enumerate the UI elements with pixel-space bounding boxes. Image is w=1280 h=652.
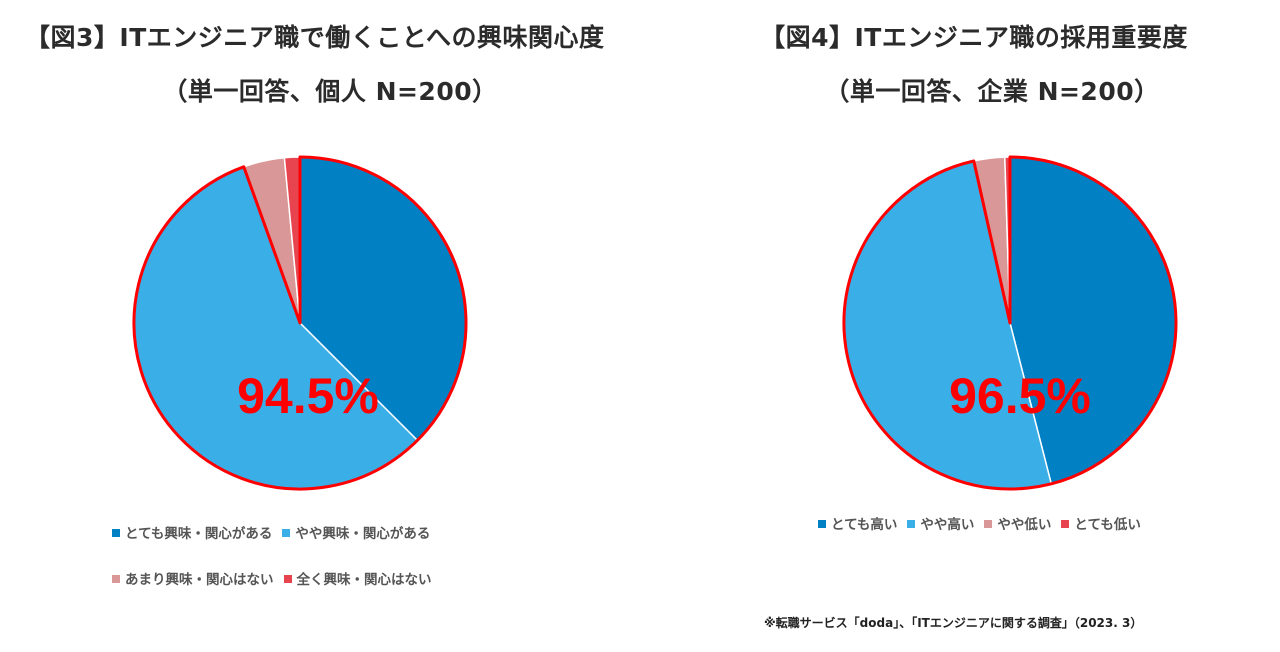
highlight-outline	[132, 155, 468, 491]
legend-item: やや高い	[907, 513, 974, 533]
chart-subtitle: （単一回答、個人 N=200）	[162, 77, 498, 106]
legend-label: 全く興味・関心はない	[296, 572, 432, 588]
legend-swatch	[283, 575, 292, 583]
chart-legend: とても興味・関心がある やや興味・関心があるあまり興味・関心はない 全く興味・関心は…	[112, 511, 512, 603]
pie-annotation: 96.5%	[949, 368, 1091, 424]
chart-subtitle: （単一回答、企業 N=200）	[824, 77, 1160, 106]
legend-label: やや興味・関心がある	[295, 526, 431, 542]
chart-legend: とても高い やや高い やや低い とても低い	[818, 513, 1151, 533]
legend-item: とても低い	[1061, 513, 1141, 533]
legend-label: やや高い	[920, 517, 975, 533]
legend-item: とても高い	[818, 513, 897, 533]
legend-label: とても低い	[1074, 517, 1141, 533]
chart-title: 【図3】ITエンジニア職で働くことへの興味関心度	[25, 23, 605, 52]
pie-chart: 94.5%	[132, 155, 468, 491]
legend-swatch	[1061, 520, 1070, 528]
chart-panel-right: 【図4】ITエンジニア職の採用重要度 （単一回答、企業 N=200） 96.5%…	[640, 0, 1280, 600]
legend-label: やや低い	[997, 517, 1052, 533]
chart-title: 【図4】ITエンジニア職の採用重要度	[760, 23, 1188, 52]
legend-swatch	[282, 529, 291, 537]
legend-item: やや興味・関心がある	[282, 511, 430, 557]
legend-label: とても高い	[831, 517, 898, 533]
highlight-outline	[842, 155, 1178, 491]
pie-chart: 96.5%	[842, 155, 1178, 491]
source-note: ※転職サービス「doda」、「ITエンジニアに関する調査」（2023. 3）	[764, 616, 1143, 630]
chart-panel-left: 【図3】ITエンジニア職で働くことへの興味関心度 （単一回答、個人 N=200）…	[0, 0, 640, 600]
legend-swatch	[818, 520, 826, 528]
legend-item: とても興味・関心がある	[112, 511, 272, 557]
pie-annotation: 94.5%	[237, 368, 379, 424]
legend-item: 全く興味・関心はない	[283, 557, 432, 603]
legend-swatch	[112, 529, 120, 537]
legend-swatch	[112, 575, 120, 583]
legend-label: とても興味・関心がある	[125, 526, 273, 542]
legend-item: あまり興味・関心はない	[112, 557, 274, 603]
legend-swatch	[907, 520, 916, 528]
legend-label: あまり興味・関心はない	[125, 572, 274, 588]
legend-swatch	[984, 520, 993, 528]
legend-item: やや低い	[984, 513, 1051, 533]
